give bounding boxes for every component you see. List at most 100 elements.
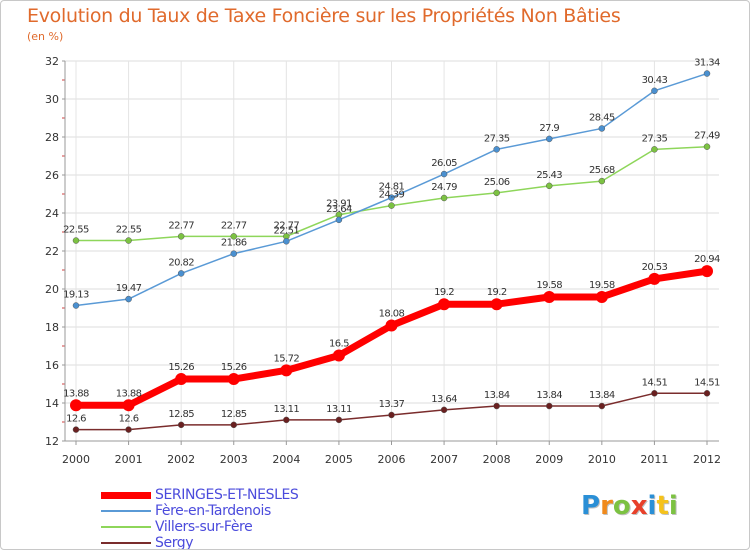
y-tick-label: 30	[45, 93, 59, 106]
data-label: 19.58	[536, 280, 562, 291]
data-label: 14.51	[642, 377, 668, 388]
data-label: 24.81	[379, 182, 405, 193]
legend-swatch	[101, 526, 151, 528]
data-point	[283, 416, 290, 424]
data-label: 13.11	[326, 404, 352, 415]
data-point	[122, 399, 135, 412]
data-point	[335, 216, 343, 224]
y-tick-label: 18	[45, 321, 59, 334]
x-tick-label: 2010	[588, 453, 616, 466]
y-tick-label: 20	[45, 283, 59, 296]
data-label: 22.77	[221, 220, 247, 231]
legend-label: SERINGES-ET-NESLES	[155, 487, 299, 503]
x-tick-label: 2007	[430, 453, 458, 466]
data-point	[388, 202, 395, 209]
data-point	[703, 143, 711, 150]
legend-swatch	[101, 542, 151, 544]
data-label: 19.47	[116, 283, 142, 294]
data-label: 22.77	[168, 220, 194, 231]
data-label: 27.35	[642, 133, 668, 144]
x-tick-label: 2011	[640, 453, 668, 466]
data-label: 19.13	[63, 290, 89, 301]
data-point	[283, 238, 290, 245]
data-point	[125, 295, 132, 303]
data-point	[438, 298, 451, 311]
series-1	[70, 265, 713, 412]
data-point	[72, 302, 80, 309]
legend: SERINGES-ET-NESLES Fère-en-Tardenois Ville…	[101, 487, 299, 549]
data-label: 12.6	[66, 414, 86, 425]
data-label: 13.84	[536, 390, 562, 401]
data-label: 20.53	[642, 262, 668, 273]
y-tick-label: 14	[45, 397, 59, 410]
data-point	[546, 135, 553, 143]
data-label: 30.43	[642, 75, 668, 86]
legend-entry: SERINGES-ET-NESLES	[101, 487, 299, 503]
data-label: 31.34	[694, 58, 720, 69]
data-label: 28.45	[589, 112, 615, 123]
data-label: 13.11	[274, 404, 300, 415]
data-label: 12.6	[119, 414, 139, 425]
data-point	[701, 265, 713, 278]
data-point	[230, 250, 237, 257]
series-2	[72, 70, 711, 309]
data-point	[440, 170, 448, 178]
data-label: 22.51	[274, 225, 300, 236]
data-label: 15.26	[168, 362, 194, 373]
data-label: 13.88	[116, 388, 142, 399]
data-label: 19.58	[589, 280, 615, 291]
data-point	[595, 290, 608, 303]
data-point	[175, 373, 188, 386]
data-point	[598, 402, 606, 410]
legend-entry: Fère-en-Tardenois	[101, 503, 298, 519]
data-label: 19.2	[487, 287, 507, 298]
data-label: 27.49	[694, 131, 720, 142]
data-point	[72, 426, 80, 433]
data-point	[703, 70, 711, 77]
data-point	[177, 233, 185, 240]
y-tick-label: 26	[45, 169, 59, 182]
data-point	[125, 237, 132, 244]
data-label: 13.37	[379, 399, 405, 410]
data-label: 27.35	[484, 133, 510, 144]
data-point	[70, 399, 82, 412]
x-tick-label: 2004	[272, 453, 300, 466]
data-label: 27.9	[539, 123, 559, 134]
legend-swatch	[101, 491, 151, 499]
data-point	[440, 194, 448, 202]
data-label: 20.94	[694, 254, 720, 265]
chart-title: Evolution du Taux de Taxe Foncière sur l…	[27, 5, 621, 27]
data-point	[385, 319, 398, 332]
data-label: 12.85	[221, 409, 247, 420]
data-label: 19.2	[434, 287, 454, 298]
data-label: 23.64	[326, 204, 352, 215]
legend-label: Fère-en-Tardenois	[155, 503, 271, 519]
y-tick-label: 32	[45, 55, 59, 68]
data-label: 15.26	[221, 362, 247, 373]
data-point	[543, 290, 556, 303]
data-point	[177, 270, 185, 277]
data-labels: 12.6 12.6 12.85 12.85 13.11 13.11 13.37 13.64 13…	[63, 58, 720, 425]
legend-entry: Sergy	[101, 535, 298, 549]
grid-lines	[65, 60, 719, 442]
series-layer	[70, 70, 713, 433]
data-label: 12.85	[168, 409, 194, 420]
data-point	[177, 421, 185, 429]
x-tick-label: 2000	[62, 453, 90, 466]
y-tick-label: 24	[45, 207, 59, 220]
x-tick-label: 2001	[115, 453, 143, 466]
data-label: 24.39	[379, 190, 405, 201]
legend-entry: Villers-sur-Fère	[101, 519, 298, 535]
data-label: 24.79	[431, 182, 457, 193]
x-tick-label: 2006	[378, 453, 406, 466]
data-label: 23.91	[326, 199, 352, 210]
proxiti-logo: Proxiti	[581, 491, 678, 521]
chart-subtitle: (en %)	[27, 30, 64, 43]
data-label: 13.88	[63, 388, 89, 399]
data-point	[493, 189, 500, 197]
data-label: 16.5	[329, 339, 349, 350]
data-point	[651, 390, 658, 397]
data-label: 25.68	[589, 165, 615, 176]
